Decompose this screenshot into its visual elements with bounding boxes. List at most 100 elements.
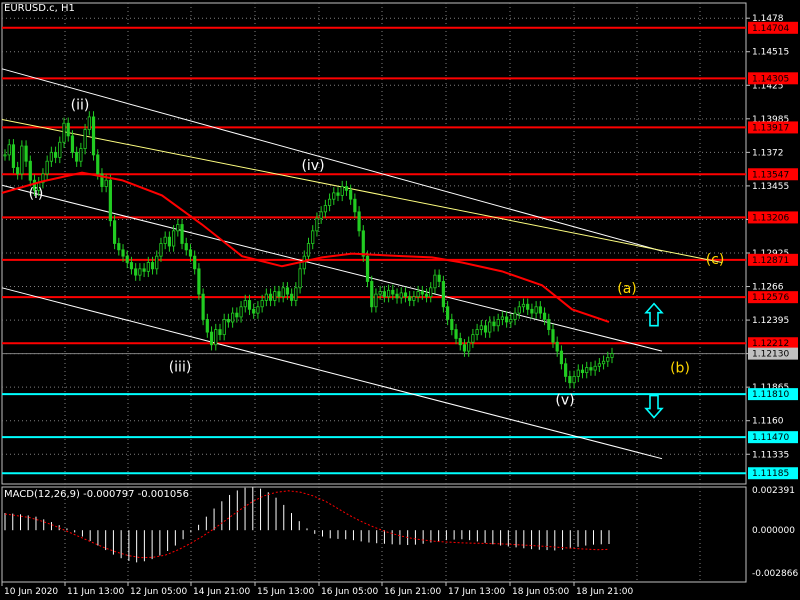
level-price-tag [748,253,798,266]
candle-body [58,141,62,158]
candle-body [576,369,580,377]
candle-body [100,173,104,187]
candle-body [580,369,585,374]
candle-body [391,289,395,295]
candle-body [424,293,429,298]
x-tick-label: 12 Jun 05:00 [130,587,187,597]
candle-body [450,319,454,330]
candle-body [496,319,500,327]
candle-body [454,329,458,339]
y-tick-label: 1.11335 [752,450,789,460]
candle-body [416,291,420,298]
candle-body [488,321,492,333]
candle-body [551,329,555,343]
channel-line [1,287,663,460]
candle-body [239,306,243,318]
candle-body [513,312,517,320]
level-price-label: 1.13206 [752,213,789,223]
candle-body [184,243,188,251]
candle-body [247,300,252,310]
candle-body [386,289,391,298]
candle-body [319,211,323,219]
candle-body [378,291,382,295]
arrow-down-icon [644,394,664,419]
candle-body [108,179,112,222]
candle-body [138,268,142,276]
candle-body [142,268,146,272]
candle-body [163,236,167,244]
candle-body [597,363,601,367]
level-price-tag [748,337,798,350]
candle-body [568,376,572,384]
candle-body [172,230,176,247]
level-price-label: 1.13547 [752,170,789,180]
candle-body [20,145,24,175]
candle-body [462,344,467,352]
candle-body [7,144,11,156]
candle-body [91,116,96,156]
candle-body [534,306,538,314]
candle-body [327,198,332,206]
level-price-tag [748,121,798,134]
candle-body [45,160,49,175]
candle-body [243,300,247,308]
candle-body [374,293,378,308]
candle-body [294,287,298,301]
candle-body [437,274,441,282]
level-price-label: 1.11185 [752,469,789,479]
candle-body [256,306,260,314]
candle-body [201,293,205,320]
candle-body [159,243,163,257]
candle-body [505,316,509,323]
level-price-label: 1.12871 [752,256,789,266]
y-tick-label: 1.1425 [752,81,784,91]
candle-body [28,160,32,181]
candle-body [349,189,353,200]
candle-body [146,262,150,272]
candle-body [125,255,129,263]
candle-body [117,243,121,251]
level-price-label: 1.12576 [752,293,789,303]
candle-body [264,293,268,301]
candle-body [252,308,256,314]
candle-body [606,357,610,362]
level-price-tag [748,431,798,444]
y-tick-label: 1.1372 [752,148,784,158]
macd-axis-label: 0.000000 [752,526,795,536]
candle-body [458,338,462,346]
level-price-tag [748,72,798,85]
candle-body [399,292,403,299]
candle-body [290,293,294,301]
x-tick-label: 10 Jun 2020 [4,587,58,597]
candle-body [235,312,239,318]
candle-body [538,306,542,314]
level-price-tag [748,168,798,181]
candle-body [104,179,108,187]
candle-body [150,262,155,270]
candle-body [281,287,285,298]
candle-body [382,291,386,298]
candle-body [79,148,83,162]
candle-body [197,268,201,295]
level-price-label: 1.14704 [752,24,789,34]
candle-body [62,122,66,143]
candle-body [542,312,547,320]
arrow-up-icon [644,302,664,327]
x-tick-label: 18 Jun 21:00 [576,587,633,597]
candle-body [83,129,87,149]
candle-body [559,350,564,365]
candle-body [75,151,79,162]
candle-body [315,217,319,232]
candle-body [403,292,408,298]
candle-body [96,154,100,175]
wave-label: (ii) [71,97,90,113]
candle-body [441,281,445,308]
candle-body [483,325,488,333]
wave-label: (a) [617,281,637,297]
candle-body [479,325,483,330]
candle-body [433,274,437,289]
wave-label: (iv) [301,158,324,174]
candle-body [16,167,20,175]
candle-body [521,303,526,308]
